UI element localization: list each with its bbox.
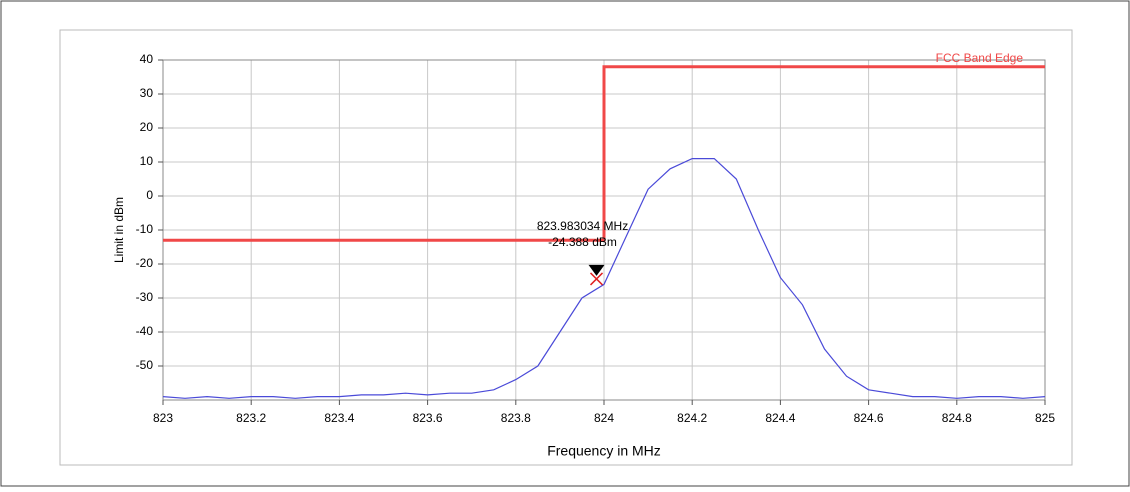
x-tick-label: 824.4 [765,411,795,425]
marker-label: 823.983034 MHz [537,219,628,233]
x-tick-label: 824.8 [942,411,972,425]
series-label: FCC Band Edge [936,51,1024,65]
x-tick-label: 823.6 [413,411,443,425]
marker-triangle [588,264,605,276]
x-tick-label: 824.2 [677,411,707,425]
y-tick-label: -30 [136,290,154,304]
y-tick-label: 30 [140,86,154,100]
x-tick-label: 823.8 [501,411,531,425]
series-line [163,65,1045,242]
y-tick-label: -20 [136,256,154,270]
x-tick-label: 823 [153,411,173,425]
marker-label: -24.388 dBm [548,235,617,249]
y-tick-label: 0 [146,188,153,202]
x-tick-label: 825 [1035,411,1055,425]
x-tick-label: 824 [594,411,614,425]
y-tick-label: 40 [140,52,154,66]
series-line [162,158,1046,399]
panel [59,29,1073,466]
y-axis-label: Limit in dBm [112,197,126,263]
y-tick-label: -50 [136,358,154,372]
y-tick-label: -40 [136,324,154,338]
y-tick-label: -10 [136,222,154,236]
marker-cross [589,272,604,286]
x-tick-label: 823.2 [236,411,266,425]
x-axis-label: Frequency in MHz [547,443,661,459]
y-tick-label: 20 [140,120,154,134]
y-tick-label: 10 [140,154,154,168]
x-tick-label: 824.6 [854,411,884,425]
x-tick-label: 823.4 [324,411,354,425]
